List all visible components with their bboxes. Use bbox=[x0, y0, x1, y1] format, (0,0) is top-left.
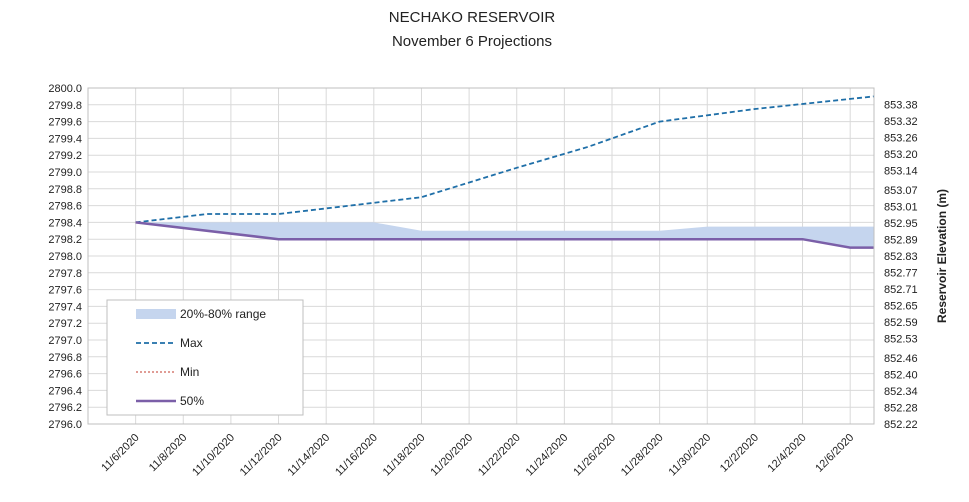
range-band bbox=[135, 222, 875, 248]
y2-tick-label: 852.89 bbox=[884, 234, 918, 246]
range-band-layer bbox=[135, 222, 875, 248]
chart-subtitle: November 6 Projections bbox=[392, 33, 552, 50]
x-tick-label: 12/4/2020 bbox=[766, 432, 809, 475]
y2-tick-label: 853.07 bbox=[884, 185, 918, 197]
series-line-max bbox=[135, 95, 875, 224]
y-tick-label: 2796.2 bbox=[48, 402, 82, 414]
x-tick-label: 11/12/2020 bbox=[238, 432, 285, 479]
y2-tick-label: 852.71 bbox=[884, 284, 918, 296]
series-lines-layer bbox=[135, 95, 875, 249]
y-tick-label: 2797.8 bbox=[48, 268, 82, 280]
legend-swatch bbox=[136, 309, 176, 319]
y-tick-label: 2798.0 bbox=[48, 251, 82, 263]
x-tick-label: 11/26/2020 bbox=[571, 432, 618, 479]
y2-tick-label: 852.77 bbox=[884, 268, 918, 280]
x-tick-label: 11/6/2020 bbox=[99, 432, 142, 475]
legend: 20%-80% range Max Min 50% bbox=[106, 299, 304, 416]
x-tick-label: 12/6/2020 bbox=[813, 432, 856, 475]
y-tick-label: 2797.0 bbox=[48, 335, 82, 347]
right-axis-ticks: 853.38 853.32 853.26 853.20 853.14 853.07 853.… bbox=[884, 100, 918, 431]
y2-tick-label: 852.46 bbox=[884, 353, 918, 365]
legend-label: Max bbox=[180, 336, 203, 350]
plot-frame bbox=[87, 87, 875, 425]
y-tick-label: 2797.4 bbox=[48, 301, 82, 313]
y2-tick-label: 853.01 bbox=[884, 201, 918, 213]
x-tick-label: 11/16/2020 bbox=[333, 432, 380, 479]
y-tick-label: 2796.8 bbox=[48, 352, 82, 364]
y-tick-label: 2796.0 bbox=[48, 419, 82, 431]
y2-tick-label: 852.22 bbox=[884, 419, 918, 431]
legend-label: 50% bbox=[180, 394, 204, 408]
legend-box bbox=[106, 299, 304, 416]
y-tick-label: 2797.6 bbox=[48, 285, 82, 297]
y-tick-label: 2798.2 bbox=[48, 234, 82, 246]
y-tick-label: 2799.6 bbox=[48, 117, 82, 129]
x-tick-label: 12/2/2020 bbox=[718, 432, 761, 475]
legend-label: Min bbox=[180, 365, 199, 379]
y2-tick-label: 853.20 bbox=[884, 149, 918, 161]
y2-tick-label: 852.59 bbox=[884, 317, 918, 329]
y2-tick-label: 852.53 bbox=[884, 334, 918, 346]
x-axis-ticks: 11/6/2020 11/8/2020 11/10/2020 11/12/2020 11… bbox=[99, 432, 856, 479]
legend-label: 20%-80% range bbox=[180, 307, 266, 321]
x-tick-label: 11/24/2020 bbox=[524, 432, 571, 479]
y-tick-label: 2797.2 bbox=[48, 318, 82, 330]
chart-title: NECHAKO RESERVOIR bbox=[389, 9, 556, 26]
x-tick-label: 11/30/2020 bbox=[667, 432, 714, 479]
y-tick-label: 2799.4 bbox=[48, 133, 82, 145]
y2-tick-label: 853.38 bbox=[884, 100, 918, 112]
y-tick-label: 2799.8 bbox=[48, 100, 82, 112]
y-tick-label: 2796.4 bbox=[48, 385, 82, 397]
series-line-50- bbox=[135, 221, 874, 249]
x-tick-label: 11/18/2020 bbox=[381, 432, 428, 479]
y-tick-label: 2799.0 bbox=[48, 167, 82, 179]
y-tick-label: 2800.0 bbox=[48, 83, 82, 95]
y-tick-label: 2799.2 bbox=[48, 150, 82, 162]
y-tick-label: 2796.6 bbox=[48, 369, 82, 381]
y2-tick-label: 852.65 bbox=[884, 301, 918, 313]
y2-tick-label: 852.83 bbox=[884, 251, 918, 263]
x-tick-label: 11/10/2020 bbox=[190, 432, 237, 479]
y-tick-label: 2798.6 bbox=[48, 201, 82, 213]
y2-tick-label: 852.40 bbox=[884, 369, 918, 381]
y2-tick-label: 853.32 bbox=[884, 116, 918, 128]
y2-tick-label: 852.28 bbox=[884, 402, 918, 414]
x-tick-label: 11/8/2020 bbox=[147, 432, 190, 475]
x-tick-label: 11/20/2020 bbox=[428, 432, 475, 479]
left-axis-ticks: 2796.0 2796.2 2796.4 2796.6 2796.8 2797.0 2797… bbox=[48, 83, 82, 431]
x-tick-label: 11/22/2020 bbox=[476, 432, 523, 479]
y2-tick-label: 852.34 bbox=[884, 386, 918, 398]
y-tick-label: 2798.8 bbox=[48, 184, 82, 196]
x-tick-label: 11/14/2020 bbox=[285, 432, 332, 479]
y-tick-label: 2798.4 bbox=[48, 217, 82, 229]
right-axis-title: Reservoir Elevation (m) bbox=[935, 189, 949, 323]
y2-tick-label: 852.95 bbox=[884, 218, 918, 230]
x-tick-label: 11/28/2020 bbox=[619, 432, 666, 479]
y2-tick-label: 853.26 bbox=[884, 133, 918, 145]
y2-tick-label: 853.14 bbox=[884, 166, 918, 178]
